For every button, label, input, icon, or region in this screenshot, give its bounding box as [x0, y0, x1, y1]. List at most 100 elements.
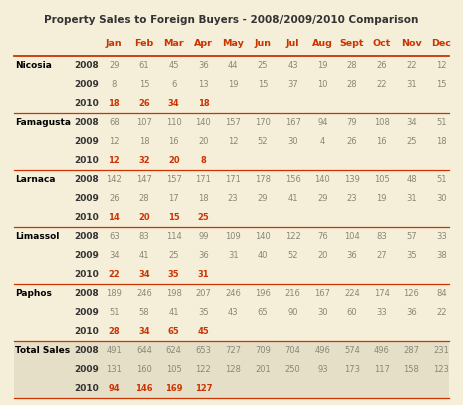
Text: 15: 15	[436, 80, 446, 89]
Text: 105: 105	[374, 175, 390, 184]
Text: 38: 38	[436, 251, 447, 260]
Text: 63: 63	[109, 232, 119, 241]
Text: 40: 40	[257, 251, 268, 260]
Text: Jan: Jan	[106, 39, 123, 48]
Text: 107: 107	[136, 118, 152, 127]
Text: 36: 36	[406, 308, 417, 317]
Text: 8: 8	[112, 80, 117, 89]
Text: Jun: Jun	[254, 39, 271, 48]
Text: 31: 31	[228, 251, 238, 260]
Text: Aug: Aug	[312, 39, 333, 48]
Text: 45: 45	[198, 327, 209, 336]
Text: 34: 34	[168, 99, 180, 108]
Text: Nicosia: Nicosia	[15, 61, 52, 70]
Text: 2010: 2010	[74, 270, 99, 279]
Text: 104: 104	[344, 232, 360, 241]
Text: 18: 18	[108, 99, 120, 108]
Text: Feb: Feb	[134, 39, 154, 48]
Text: 2008: 2008	[74, 289, 99, 298]
Text: 65: 65	[168, 327, 180, 336]
Text: 31: 31	[406, 80, 417, 89]
Text: 16: 16	[169, 137, 179, 146]
Text: 22: 22	[406, 61, 417, 70]
Text: 25: 25	[198, 213, 209, 222]
Text: 35: 35	[168, 270, 180, 279]
Text: 12: 12	[228, 137, 238, 146]
Text: 126: 126	[404, 289, 419, 298]
Text: 171: 171	[225, 175, 241, 184]
Text: 33: 33	[376, 308, 387, 317]
Text: 147: 147	[136, 175, 152, 184]
Text: 167: 167	[314, 289, 330, 298]
Text: 43: 43	[288, 61, 298, 70]
Text: 198: 198	[166, 289, 181, 298]
Text: Sept: Sept	[340, 39, 364, 48]
Text: 35: 35	[406, 251, 417, 260]
Text: 2008: 2008	[74, 61, 99, 70]
Text: 32: 32	[138, 156, 150, 165]
Text: 30: 30	[288, 137, 298, 146]
Text: 2010: 2010	[74, 327, 99, 336]
Text: 122: 122	[285, 232, 300, 241]
Text: 117: 117	[374, 365, 390, 374]
Text: 51: 51	[436, 118, 446, 127]
Text: 26: 26	[138, 99, 150, 108]
Text: 90: 90	[288, 308, 298, 317]
Text: 171: 171	[195, 175, 212, 184]
Text: 216: 216	[285, 289, 300, 298]
Text: 44: 44	[228, 61, 238, 70]
Text: May: May	[222, 39, 244, 48]
Text: 60: 60	[347, 308, 357, 317]
Text: 109: 109	[225, 232, 241, 241]
Text: 18: 18	[436, 137, 446, 146]
Text: 140: 140	[255, 232, 271, 241]
Text: 196: 196	[255, 289, 271, 298]
Text: 704: 704	[285, 346, 300, 355]
Text: 37: 37	[287, 80, 298, 89]
Text: 10: 10	[317, 80, 328, 89]
Text: 33: 33	[436, 232, 447, 241]
Text: 170: 170	[255, 118, 271, 127]
Text: 29: 29	[109, 61, 119, 70]
Text: 26: 26	[347, 137, 357, 146]
Text: 201: 201	[255, 365, 271, 374]
Text: 231: 231	[433, 346, 449, 355]
Text: 52: 52	[257, 137, 268, 146]
Text: Dec: Dec	[431, 39, 451, 48]
Text: 41: 41	[169, 308, 179, 317]
Text: 99: 99	[198, 232, 209, 241]
Text: 2009: 2009	[74, 251, 99, 260]
Text: 178: 178	[255, 175, 271, 184]
Text: 20: 20	[138, 213, 150, 222]
Text: 105: 105	[166, 365, 181, 374]
Text: 174: 174	[374, 289, 390, 298]
Text: 16: 16	[376, 137, 387, 146]
Text: 51: 51	[109, 308, 119, 317]
Text: 167: 167	[285, 118, 300, 127]
Text: 94: 94	[317, 118, 328, 127]
Text: 146: 146	[135, 384, 153, 393]
Text: 79: 79	[347, 118, 357, 127]
Text: Nov: Nov	[401, 39, 422, 48]
Text: 34: 34	[138, 327, 150, 336]
Text: 48: 48	[406, 175, 417, 184]
Text: 30: 30	[436, 194, 446, 203]
Text: 25: 25	[169, 251, 179, 260]
Text: 29: 29	[257, 194, 268, 203]
Text: 496: 496	[314, 346, 330, 355]
Text: 160: 160	[136, 365, 152, 374]
Text: 27: 27	[376, 251, 387, 260]
Text: 22: 22	[376, 80, 387, 89]
Text: 13: 13	[198, 80, 209, 89]
Text: Apr: Apr	[194, 39, 213, 48]
Text: 93: 93	[317, 365, 328, 374]
Text: 28: 28	[347, 80, 357, 89]
Text: 15: 15	[139, 80, 149, 89]
Text: 2010: 2010	[74, 99, 99, 108]
Text: 123: 123	[433, 365, 449, 374]
Text: 110: 110	[166, 118, 181, 127]
Text: 189: 189	[106, 289, 122, 298]
Text: 22: 22	[108, 270, 120, 279]
Text: Famagusta: Famagusta	[15, 118, 71, 127]
Text: 36: 36	[347, 251, 357, 260]
